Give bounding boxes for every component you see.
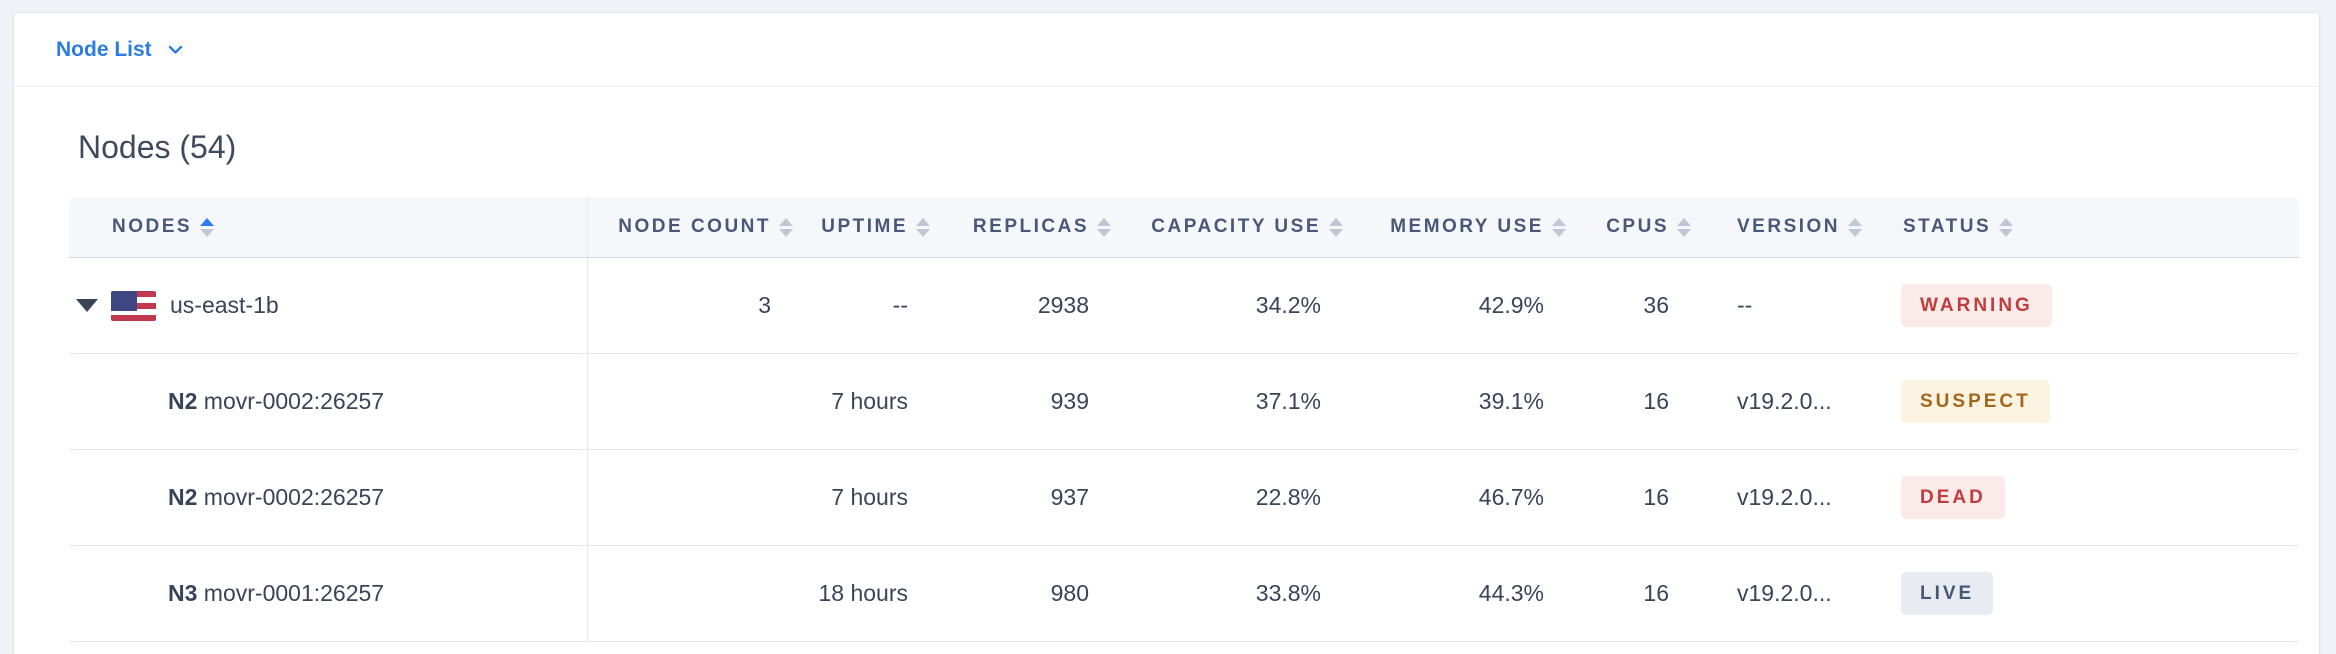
node-row[interactable]: N2 movr-0002:26257 7 hours 937 22.8% 46.7% 16…	[69, 450, 2299, 546]
column-label: CPUS	[1606, 216, 1669, 237]
nodes-table-wrap: NODES NODE COUNT UPTIME REPLICAS CAPACITY US…	[69, 197, 2319, 642]
nodes-cell: N2 movr-0002:26257	[69, 450, 588, 546]
status-cell: WARNING	[1879, 258, 2299, 354]
column-label: CAPACITY USE	[1151, 216, 1321, 237]
capacity-use-cell: 33.8%	[1119, 546, 1351, 642]
column-header-capacity_use[interactable]: CAPACITY USE	[1119, 197, 1351, 258]
version-cell: v19.2.0...	[1699, 450, 1879, 546]
sort-arrows-icon	[1552, 217, 1566, 237]
replicas-cell: 939	[938, 354, 1119, 450]
version-cell: v19.2.0...	[1699, 546, 1879, 642]
column-header-cpus[interactable]: CPUS	[1574, 197, 1699, 258]
sort-arrows-icon	[1677, 217, 1691, 237]
uptime-cell: 7 hours	[801, 450, 938, 546]
nodes-cell: N2 movr-0002:26257	[69, 354, 588, 450]
node-row[interactable]: N3 movr-0001:26257 18 hours 980 33.8% 44.3% 1…	[69, 546, 2299, 642]
replicas-cell: 980	[938, 546, 1119, 642]
memory-use-cell: 39.1%	[1351, 354, 1574, 450]
chevron-down-icon	[168, 45, 182, 54]
column-header-memory_use[interactable]: MEMORY USE	[1351, 197, 1574, 258]
column-label: MEMORY USE	[1390, 216, 1544, 237]
column-label: REPLICAS	[972, 216, 1089, 237]
sort-arrows-icon	[1999, 217, 2014, 237]
uptime-cell: --	[801, 258, 938, 354]
expand-caret-icon[interactable]	[76, 299, 98, 312]
breadcrumb-label: Node List	[56, 37, 152, 61]
sort-arrows-icon	[779, 217, 793, 237]
nodes-cell: us-east-1b	[69, 258, 588, 354]
status-cell: LIVE	[1879, 546, 2299, 642]
region-row[interactable]: us-east-1b 3 -- 2938 34.2% 42.9% 36 -- WARNING	[69, 258, 2299, 354]
capacity-use-cell: 34.2%	[1119, 258, 1351, 354]
page-title: Nodes (54)	[78, 129, 237, 165]
cpus-cell: 16	[1574, 546, 1699, 642]
node-id: N2	[168, 388, 198, 414]
node-name[interactable]: N2 movr-0002:26257	[168, 388, 385, 414]
table-header-row: NODES NODE COUNT UPTIME REPLICAS CAPACITY US…	[69, 197, 2299, 258]
node-count-cell	[588, 450, 801, 546]
capacity-use-cell: 37.1%	[1119, 354, 1351, 450]
column-label: NODES	[112, 216, 193, 237]
status-cell: DEAD	[1879, 450, 2299, 546]
status-badge: WARNING	[1901, 284, 2052, 327]
node-id: N3	[168, 580, 198, 606]
node-row[interactable]: N2 movr-0002:26257 7 hours 939 37.1% 39.1% 16…	[69, 354, 2299, 450]
nodes-cell: N3 movr-0001:26257	[69, 546, 588, 642]
status-cell: SUSPECT	[1879, 354, 2299, 450]
sort-arrows-icon	[200, 217, 215, 237]
us-flag-icon	[111, 290, 156, 321]
region-name: us-east-1b	[170, 292, 279, 318]
status-badge: DEAD	[1901, 476, 2005, 519]
column-header-uptime[interactable]: UPTIME	[801, 197, 938, 258]
sort-arrows-icon	[1329, 217, 1343, 237]
column-header-replicas[interactable]: REPLICAS	[938, 197, 1119, 258]
node-list-dropdown[interactable]: Node List	[56, 38, 185, 62]
memory-use-cell: 44.3%	[1351, 546, 1574, 642]
capacity-use-cell: 22.8%	[1119, 450, 1351, 546]
column-header-status[interactable]: STATUS	[1879, 197, 2299, 258]
column-label: VERSION	[1737, 216, 1841, 237]
column-header-name[interactable]: NODES	[69, 197, 588, 258]
replicas-cell: 2938	[938, 258, 1119, 354]
sort-arrows-icon	[1848, 217, 1863, 237]
uptime-cell: 7 hours	[801, 354, 938, 450]
column-label: STATUS	[1903, 216, 1992, 237]
column-label: NODE COUNT	[618, 216, 771, 237]
version-cell: v19.2.0...	[1699, 354, 1879, 450]
cpus-cell: 16	[1574, 450, 1699, 546]
table-body: us-east-1b 3 -- 2938 34.2% 42.9% 36 -- WARNING N2…	[69, 258, 2299, 642]
cpus-cell: 36	[1574, 258, 1699, 354]
uptime-cell: 18 hours	[801, 546, 938, 642]
status-badge: LIVE	[1901, 572, 1994, 615]
node-name[interactable]: N3 movr-0001:26257	[168, 580, 385, 606]
node-id: N2	[168, 484, 198, 510]
sort-arrows-icon	[916, 217, 930, 237]
column-header-node_count[interactable]: NODE COUNT	[588, 197, 801, 258]
column-header-version[interactable]: VERSION	[1699, 197, 1879, 258]
content-card: Node List Nodes (54) NODES NODE COUNT UPTI…	[13, 12, 2320, 654]
node-count-cell	[588, 354, 801, 450]
version-cell: --	[1699, 258, 1879, 354]
node-name[interactable]: N2 movr-0002:26257	[168, 484, 385, 510]
status-badge: SUSPECT	[1901, 380, 2050, 423]
cpus-cell: 16	[1574, 354, 1699, 450]
memory-use-cell: 46.7%	[1351, 450, 1574, 546]
breadcrumb-bar: Node List	[14, 13, 2319, 87]
replicas-cell: 937	[938, 450, 1119, 546]
node-count-cell	[588, 546, 801, 642]
nodes-table: NODES NODE COUNT UPTIME REPLICAS CAPACITY US…	[69, 197, 2299, 642]
column-label: UPTIME	[821, 216, 908, 237]
node-count-cell: 3	[588, 258, 801, 354]
sort-arrows-icon	[1097, 217, 1111, 237]
memory-use-cell: 42.9%	[1351, 258, 1574, 354]
